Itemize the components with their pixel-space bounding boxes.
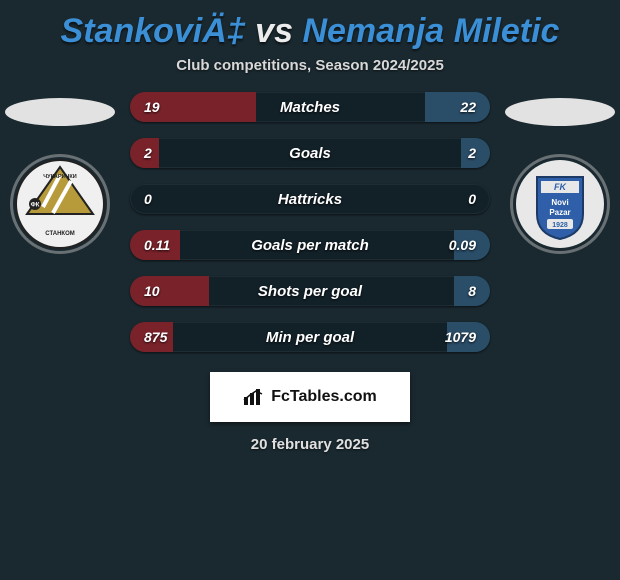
svg-text:СТАНКОМ: СТАНКОМ [45, 231, 74, 237]
stats-column: 19Matches22 2Goals2 0Hattricks0 0.11Goals p… [130, 92, 490, 368]
right-side: FK Novi Pazar 1928 [500, 92, 620, 254]
bar-chart-icon [243, 388, 265, 406]
page-title: StankoviÄ‡ vs Nemanja Miletic [0, 0, 620, 57]
svg-text:ФК: ФК [31, 203, 40, 209]
svg-text:ЧУКАРИЧКИ: ЧУКАРИЧКИ [43, 174, 76, 180]
stat-value-right: 1079 [445, 329, 476, 345]
stat-value-right: 0.09 [449, 237, 476, 253]
stat-row: 0Hattricks0 [130, 184, 490, 214]
left-team-crest: СТАНКОМ ЧУКАРИЧКИ ФК [10, 154, 110, 254]
stat-row: 2Goals2 [130, 138, 490, 168]
footer-attribution[interactable]: FcTables.com [210, 372, 410, 422]
stat-label: Shots per goal [130, 283, 490, 300]
stat-value-right: 8 [468, 283, 476, 299]
title-vs: vs [246, 12, 303, 50]
left-side: СТАНКОМ ЧУКАРИЧКИ ФК [0, 92, 120, 254]
stat-label: Hattricks [130, 191, 490, 208]
subtitle: Club competitions, Season 2024/2025 [0, 57, 620, 74]
crest-right-icon: FK Novi Pazar 1928 [515, 159, 605, 249]
stat-value-right: 0 [468, 191, 476, 207]
svg-text:FK: FK [554, 182, 567, 192]
svg-text:Novi: Novi [551, 198, 568, 207]
footer-text: FcTables.com [271, 388, 377, 406]
stat-row: 10Shots per goal8 [130, 276, 490, 306]
svg-text:Pazar: Pazar [549, 208, 570, 217]
stat-label: Goals [130, 145, 490, 162]
stat-label: Goals per match [130, 237, 490, 254]
stat-row: 875Min per goal1079 [130, 322, 490, 352]
right-team-crest: FK Novi Pazar 1928 [510, 154, 610, 254]
stat-row: 19Matches22 [130, 92, 490, 122]
stat-value-right: 22 [460, 99, 476, 115]
left-player-avatar [5, 98, 115, 126]
title-right-name: Nemanja Miletic [302, 12, 559, 50]
stat-label: Matches [130, 99, 490, 116]
title-left-name: StankoviÄ‡ [61, 12, 246, 50]
comparison-panel: СТАНКОМ ЧУКАРИЧКИ ФК 19Matches22 2Goals2 0… [0, 92, 620, 368]
stat-value-right: 2 [468, 145, 476, 161]
crest-left-icon: СТАНКОМ ЧУКАРИЧКИ ФК [15, 159, 105, 249]
right-player-avatar [505, 98, 615, 126]
stat-label: Min per goal [130, 329, 490, 346]
svg-text:1928: 1928 [552, 222, 568, 229]
date-label: 20 february 2025 [0, 436, 620, 453]
stat-row: 0.11Goals per match0.09 [130, 230, 490, 260]
